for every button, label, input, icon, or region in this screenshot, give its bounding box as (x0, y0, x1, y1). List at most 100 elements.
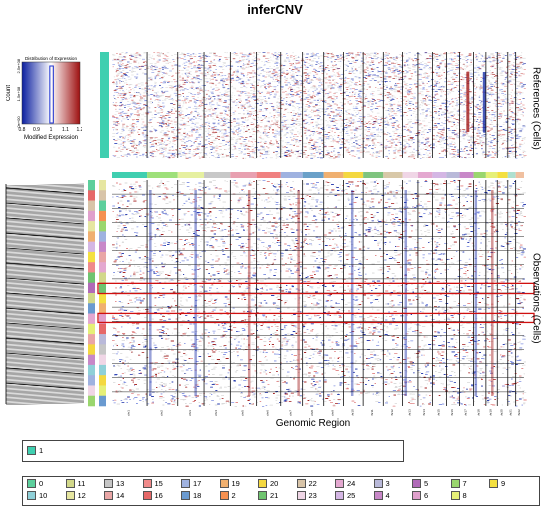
reference-cnv-band (482, 72, 486, 132)
legend-swatch (450, 479, 460, 488)
chromosome-color-segment (497, 172, 508, 178)
legend-item: 8 (450, 491, 467, 500)
legend-item: 22 (296, 479, 317, 488)
legend-label: 6 (424, 491, 428, 500)
legend-swatch (104, 479, 113, 488)
legend-swatch (104, 491, 113, 500)
color-key-x-tick: 1.1 (62, 127, 69, 133)
legend-label: 5 (424, 479, 428, 488)
chromosome-color-segment (485, 172, 498, 178)
chromosome-color-segment (302, 172, 324, 178)
legend-swatch (335, 491, 344, 500)
legend-item: 2 (219, 491, 236, 500)
legend-label: 21 (270, 491, 278, 500)
observation-group-bar (88, 272, 95, 284)
legend-label: 17 (193, 479, 201, 488)
legend-label: 18 (193, 491, 201, 500)
chromosome-color-segment (177, 172, 205, 178)
chromosome-tick-label: chr4 (214, 410, 218, 416)
observation-subgroup-bar (99, 313, 106, 325)
legend-swatch (181, 479, 190, 488)
color-key-x-tick: 0.8 (19, 127, 26, 133)
chromosome-tick-label: chr20 (500, 409, 504, 416)
legend-label: 24 (347, 479, 355, 488)
observation-subgroup-bar (99, 303, 106, 314)
color-key-x-tick: 0.9 (33, 127, 40, 133)
observation-group-bar (88, 354, 95, 366)
legend-item: 4 (373, 491, 390, 500)
legend-item: 20 (258, 479, 278, 488)
legend-swatch (219, 479, 229, 488)
color-key-y-tick: 1.5e+08 (16, 86, 21, 101)
observation-subgroup-bar (99, 180, 106, 191)
legend-swatch (412, 479, 421, 488)
observation-subgroup-bar (99, 395, 106, 407)
legend-label: 13 (116, 479, 124, 488)
chromosome-color-segment (507, 172, 516, 178)
observation-subgroup-bar (99, 323, 106, 335)
chromosome-tick-label: chr1 (127, 410, 131, 416)
legend-item: 17 (181, 479, 201, 488)
legend-item: 24 (335, 479, 355, 488)
color-key-ylabel: Count (6, 85, 12, 101)
observation-group-bar (88, 323, 95, 335)
observation-group-bar (88, 303, 95, 314)
observation-noise (112, 180, 527, 407)
observations-heatmap: chr1 chr2 chr3 chr4 chr5 chr6 chr7 chr8 chr9 chr1… (5, 172, 535, 416)
legend-swatch (450, 491, 460, 500)
chromosome-tick-label: chr16 (450, 409, 454, 416)
observation-group-bar (88, 221, 95, 232)
chromosome-color-segment (230, 172, 257, 178)
observation-subgroup-bar (99, 190, 106, 201)
observation-group-bar (88, 385, 95, 397)
chromosome-color-segment (383, 172, 403, 178)
legend-label: 8 (463, 491, 467, 500)
chromosome-tick-label: chr15 (436, 409, 440, 416)
legend-swatch (335, 479, 344, 488)
legend-item: 16 (142, 491, 163, 500)
legend-swatch (142, 479, 152, 488)
legend-label: 12 (78, 491, 86, 500)
chromosome-color-segment (323, 172, 344, 178)
observation-group-bar (88, 262, 95, 273)
observation-subgroup-bar (99, 344, 106, 355)
highlight-box (97, 282, 535, 295)
chromosome-color-segment (112, 172, 148, 178)
legend-label: 19 (232, 479, 240, 488)
chromosome-color-segment (363, 172, 384, 178)
observation-group-bar (88, 344, 95, 355)
observation-group-bar (88, 180, 95, 191)
legend-item: 6 (412, 491, 428, 500)
legend-swatch (142, 491, 152, 500)
observation-group-bar (88, 210, 95, 222)
legend-label: 2 (232, 491, 236, 500)
observation-group-bar (88, 282, 95, 294)
legend-label: 11 (78, 479, 86, 488)
references-heatmap (100, 52, 527, 159)
chromosome-tick-label: chr2 (159, 410, 163, 416)
observation-group-bar (88, 395, 95, 407)
legend-swatch (412, 491, 421, 500)
chromosome-tick-label: chr7 (289, 410, 293, 416)
chromosome-color-segment (147, 172, 178, 178)
legend-swatch (27, 479, 36, 488)
observation-group-bar (88, 251, 95, 263)
legend-swatch (27, 491, 36, 500)
observation-subgroup-bar (99, 293, 106, 304)
legend-swatch (296, 479, 306, 488)
legend-item: 5 (412, 479, 428, 488)
observation-subgroup-bar (99, 241, 106, 253)
color-key: Distribution of Expression 0.8 0.9 1 1.1 1.2 M… (6, 56, 82, 141)
legend-swatch (258, 479, 267, 488)
legend-label: 4 (386, 491, 390, 500)
legend-item: 10 (27, 491, 47, 500)
chromosome-color-segment (256, 172, 281, 178)
chromosome-color-segment (417, 172, 433, 178)
legend-swatch (296, 491, 306, 500)
chromosome-tick-label: chr13 (407, 409, 411, 416)
observation-subgroup-bar (99, 262, 106, 273)
observation-subgroup-bar (99, 231, 106, 242)
legend-swatch (181, 491, 190, 500)
chart-title: inferCNV (0, 2, 550, 17)
legend-swatch (219, 491, 229, 500)
